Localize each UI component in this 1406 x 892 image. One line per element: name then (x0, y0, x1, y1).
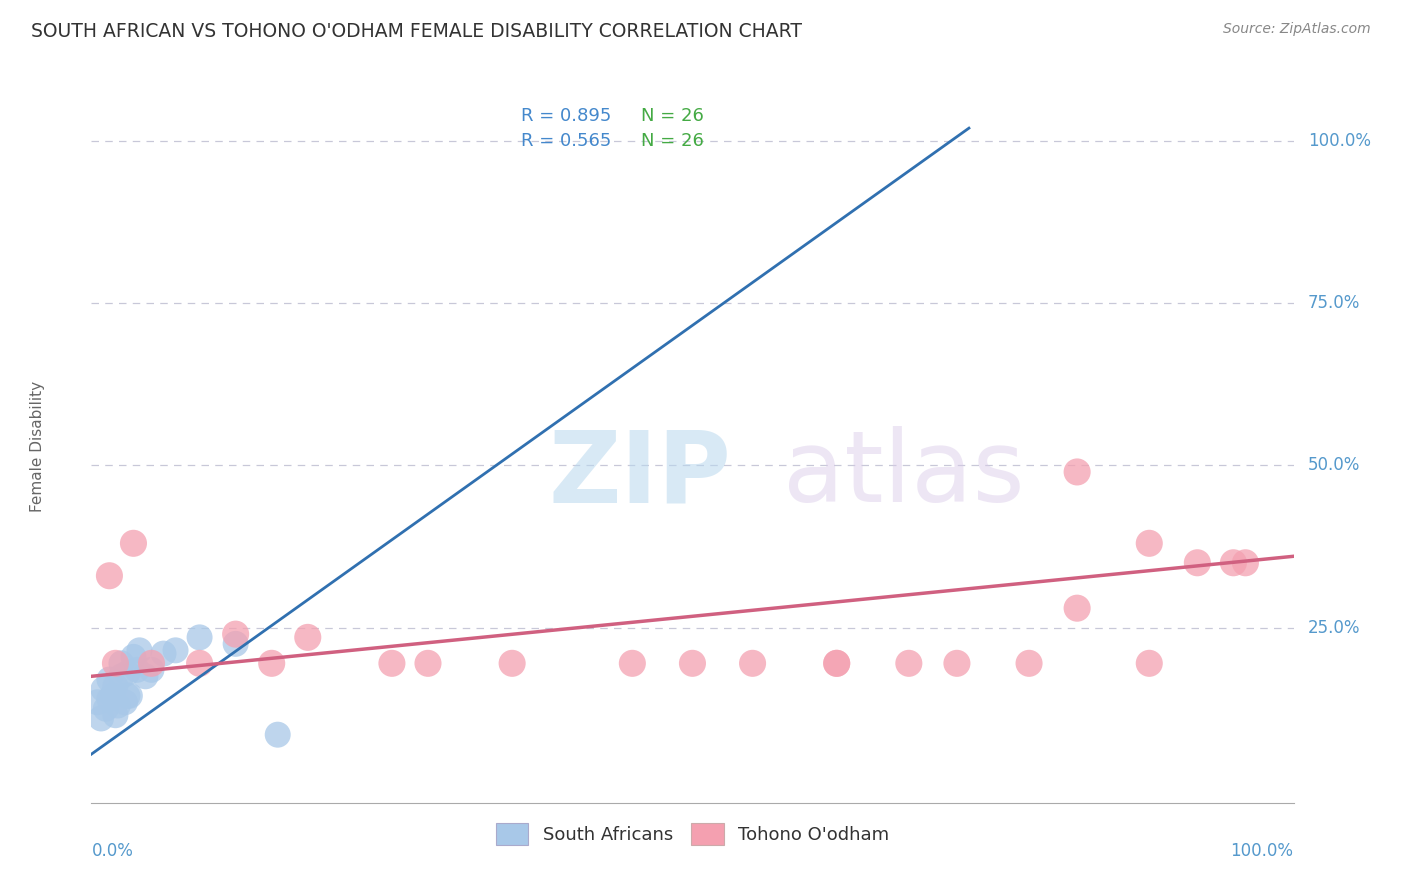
Text: N = 26: N = 26 (641, 132, 703, 150)
Point (118, 689, 141, 703)
Text: 25.0%: 25.0% (1308, 619, 1361, 637)
Point (117, 689, 139, 703)
Point (107, 698, 129, 713)
Point (141, 663, 163, 677)
Point (225, 627, 247, 641)
Point (104, 679, 127, 693)
Point (122, 649, 145, 664)
Point (501, 657, 523, 671)
Point (122, 536, 145, 550)
Text: Female Disability: Female Disability (30, 380, 45, 512)
Text: 75.0%: 75.0% (1308, 294, 1361, 312)
Point (1222, 556, 1244, 570)
Point (134, 669, 156, 683)
Point (101, 689, 124, 703)
Text: atlas: atlas (783, 426, 1024, 523)
Point (125, 663, 148, 677)
Point (98, 692, 121, 706)
Point (1137, 657, 1160, 671)
Point (416, 657, 439, 671)
Point (741, 657, 763, 671)
Legend: South Africans, Tohono O'odham: South Africans, Tohono O'odham (486, 814, 898, 855)
Text: R = 0.565: R = 0.565 (520, 132, 612, 150)
Point (1234, 556, 1257, 570)
Point (1018, 657, 1040, 671)
Point (1066, 601, 1088, 615)
Point (141, 657, 163, 671)
Point (381, 657, 404, 671)
Point (114, 695, 136, 709)
Text: 100.0%: 100.0% (1308, 132, 1371, 150)
Text: 0.0%: 0.0% (91, 842, 134, 860)
Point (104, 708, 127, 723)
Point (98, 673, 121, 687)
Text: 100.0%: 100.0% (1230, 842, 1294, 860)
Point (90, 711, 112, 725)
Point (946, 657, 969, 671)
Point (297, 631, 319, 645)
Point (94, 702, 117, 716)
Point (825, 657, 848, 671)
Point (188, 631, 211, 645)
Point (897, 657, 920, 671)
Text: N = 26: N = 26 (641, 107, 703, 125)
Point (152, 647, 174, 661)
Point (267, 728, 290, 742)
Point (110, 657, 132, 671)
Point (1187, 556, 1209, 570)
Point (165, 643, 187, 657)
Point (681, 657, 703, 671)
Point (104, 657, 127, 671)
Point (1066, 465, 1088, 479)
Point (98, 568, 121, 582)
Point (86, 695, 108, 709)
Text: SOUTH AFRICAN VS TOHONO O'ODHAM FEMALE DISABILITY CORRELATION CHART: SOUTH AFRICAN VS TOHONO O'ODHAM FEMALE D… (31, 22, 801, 41)
Text: 50.0%: 50.0% (1308, 457, 1361, 475)
Text: ZIP: ZIP (548, 426, 731, 523)
Point (1137, 536, 1160, 550)
Point (128, 643, 150, 657)
Point (825, 657, 848, 671)
Point (260, 657, 283, 671)
Point (93, 682, 115, 697)
Text: R = 0.895: R = 0.895 (520, 107, 612, 125)
Point (225, 637, 247, 651)
Point (621, 657, 644, 671)
Point (188, 657, 211, 671)
Point (117, 666, 139, 681)
Point (110, 669, 132, 683)
Text: Source: ZipAtlas.com: Source: ZipAtlas.com (1223, 22, 1371, 37)
